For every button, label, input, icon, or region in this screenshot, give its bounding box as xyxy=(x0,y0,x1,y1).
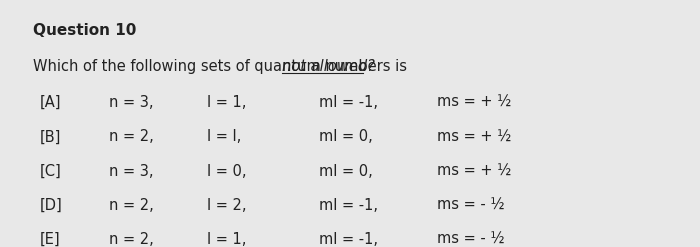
Text: l = l,: l = l, xyxy=(207,129,241,144)
Text: ms = - ½: ms = - ½ xyxy=(438,198,505,213)
Text: n = 3,: n = 3, xyxy=(109,164,154,179)
Text: ml = 0,: ml = 0, xyxy=(318,129,372,144)
Text: l = 1,: l = 1, xyxy=(207,95,246,110)
Text: [A]: [A] xyxy=(40,95,61,110)
Text: ms = + ½: ms = + ½ xyxy=(438,164,512,179)
Text: ml = 0,: ml = 0, xyxy=(318,164,372,179)
Text: ml = -1,: ml = -1, xyxy=(318,232,377,247)
Text: Which of the following sets of quantum numbers is: Which of the following sets of quantum n… xyxy=(33,59,412,74)
Text: [D]: [D] xyxy=(40,198,62,213)
Text: n = 2,: n = 2, xyxy=(109,198,154,213)
Text: [C]: [C] xyxy=(40,164,62,179)
Text: n = 2,: n = 2, xyxy=(109,232,154,247)
Text: ms = + ½: ms = + ½ xyxy=(438,95,512,110)
Text: l = 1,: l = 1, xyxy=(207,232,246,247)
Text: ms = + ½: ms = + ½ xyxy=(438,129,512,144)
Text: ms = - ½: ms = - ½ xyxy=(438,232,505,247)
Text: n = 2,: n = 2, xyxy=(109,129,154,144)
Text: ml = -1,: ml = -1, xyxy=(318,95,377,110)
Text: [E]: [E] xyxy=(40,232,60,247)
Text: not allowed?: not allowed? xyxy=(282,59,375,74)
Text: n = 3,: n = 3, xyxy=(109,95,154,110)
Text: ml = -1,: ml = -1, xyxy=(318,198,377,213)
Text: l = 0,: l = 0, xyxy=(207,164,246,179)
Text: Question 10: Question 10 xyxy=(33,23,136,39)
Text: [B]: [B] xyxy=(40,129,61,144)
Text: l = 2,: l = 2, xyxy=(207,198,246,213)
